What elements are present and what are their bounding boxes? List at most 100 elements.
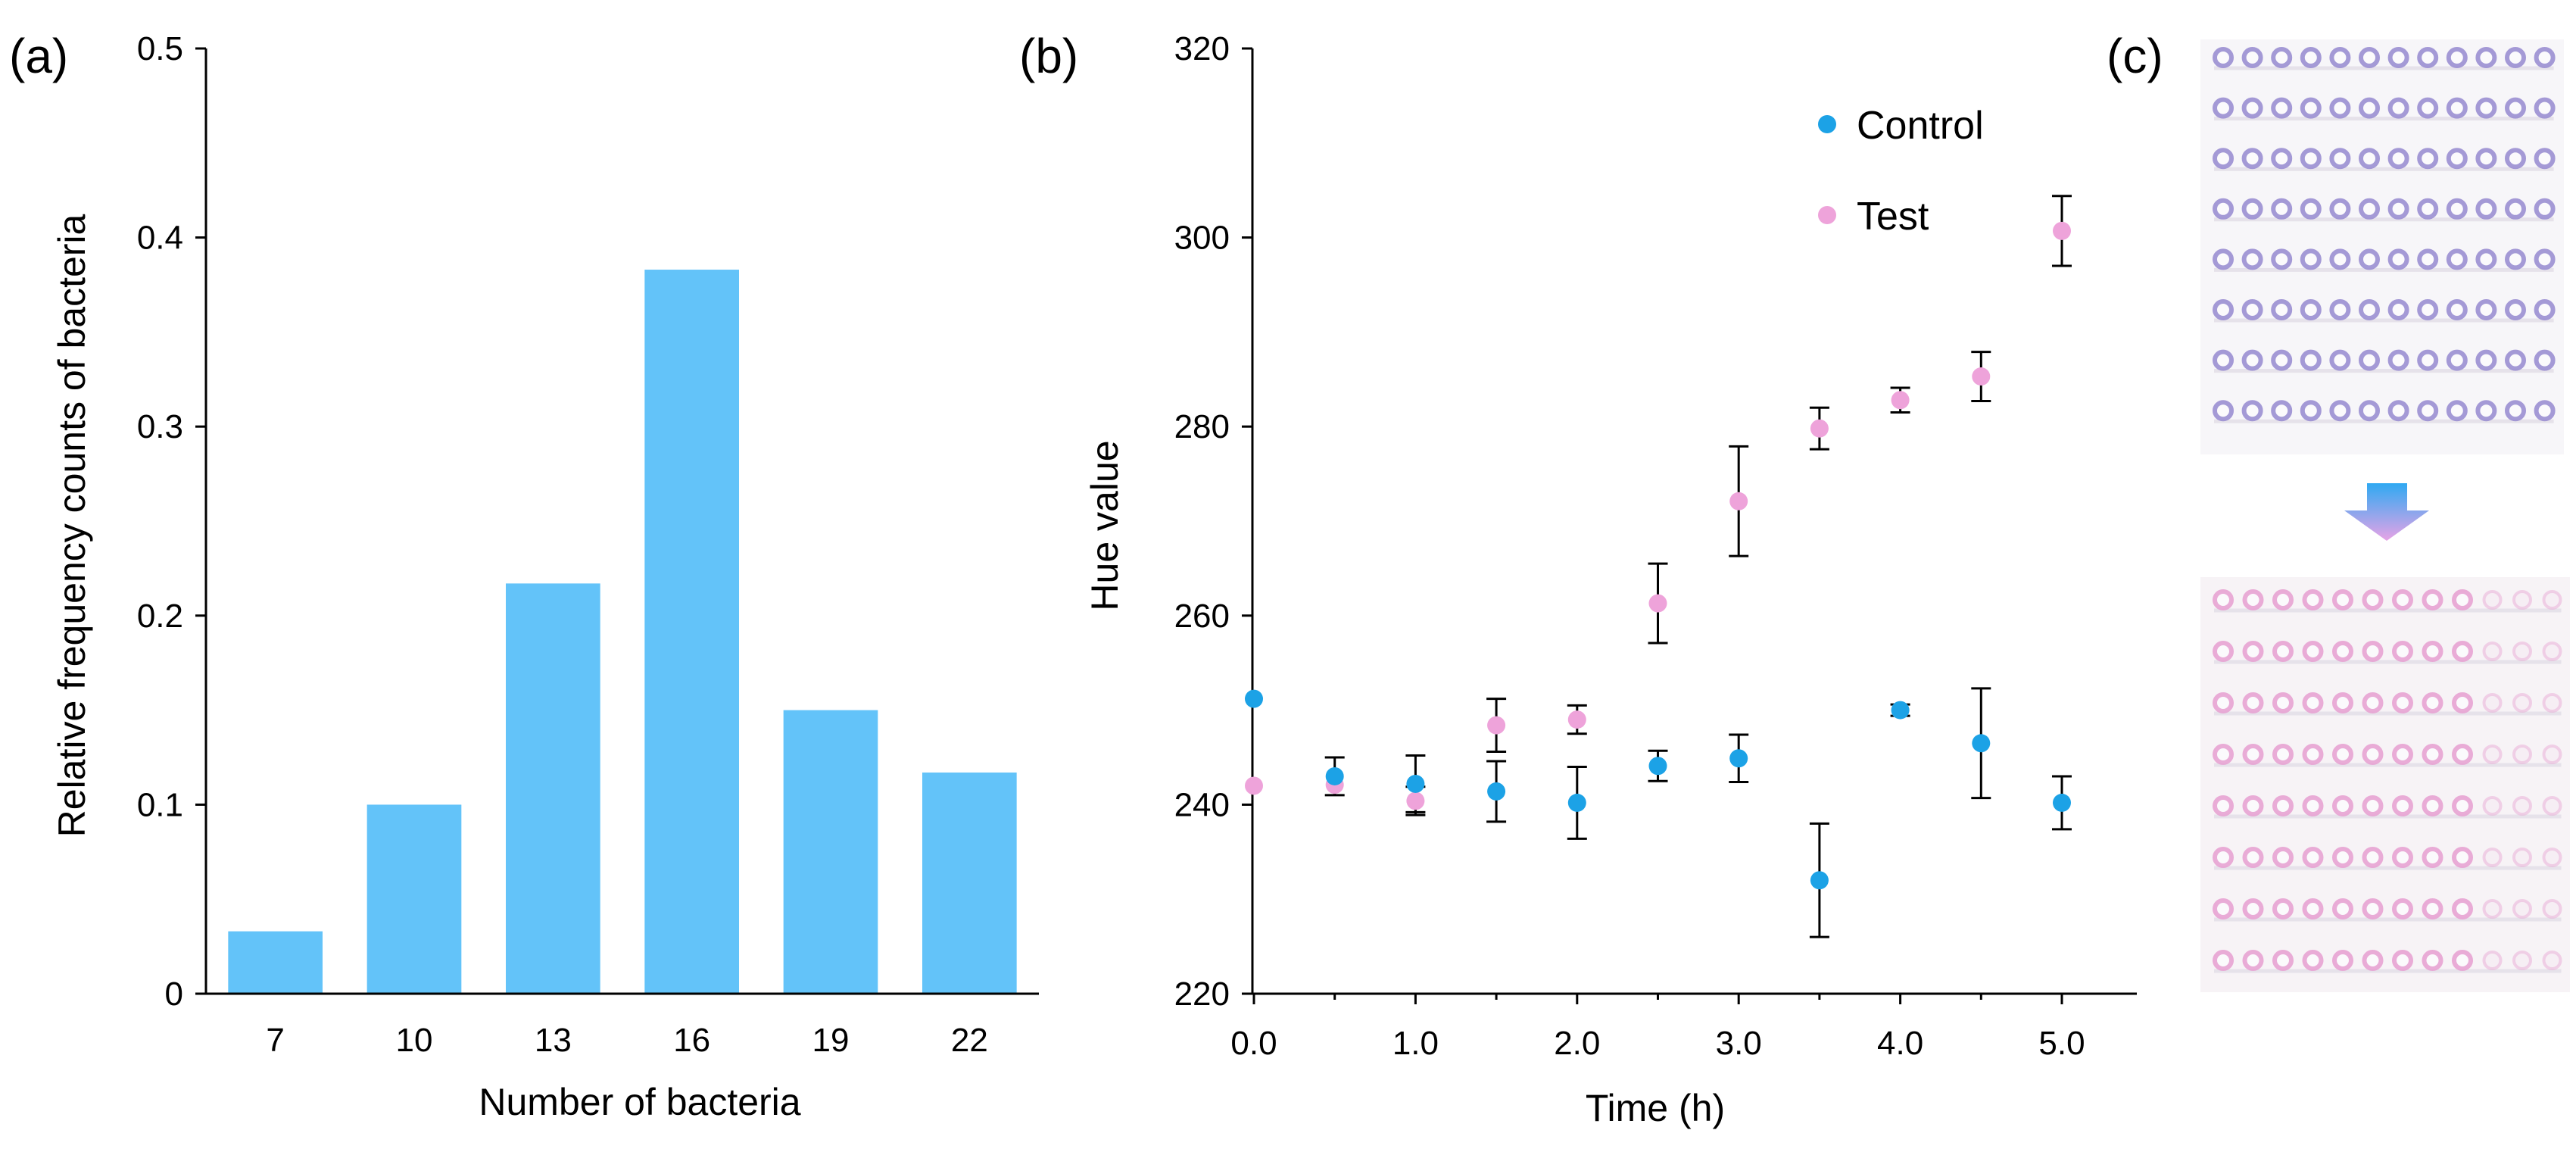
well [2359, 198, 2380, 220]
well [2446, 148, 2468, 170]
well [2446, 299, 2468, 320]
well [2359, 248, 2380, 270]
well [2242, 847, 2264, 868]
error-bars [1324, 195, 2072, 938]
well [2387, 97, 2409, 119]
well [2362, 795, 2384, 816]
well [2452, 898, 2473, 919]
well [2482, 796, 2503, 816]
well [2417, 400, 2439, 422]
well [2392, 692, 2413, 713]
y-tick-label: 320 [1174, 30, 1230, 67]
well [2242, 744, 2264, 765]
well [2300, 47, 2322, 68]
well [2542, 951, 2562, 970]
x-tick-label: 10 [396, 1022, 433, 1059]
bar [506, 583, 600, 994]
well [2422, 744, 2443, 765]
well [2422, 847, 2443, 868]
well [2452, 692, 2473, 713]
well [2213, 299, 2234, 320]
control-point [1487, 782, 1506, 801]
well [2512, 899, 2532, 919]
well [2242, 795, 2264, 816]
test-point [1406, 791, 1425, 810]
control-point [1245, 689, 1263, 708]
well [2271, 248, 2293, 270]
control-point [1810, 871, 1829, 890]
x-tick-label: 1.0 [1392, 1025, 1439, 1062]
well [2272, 795, 2294, 816]
well [2387, 299, 2409, 320]
test-point [1972, 367, 1991, 386]
well [2505, 400, 2526, 422]
well [2505, 248, 2526, 270]
well [2213, 744, 2234, 765]
well [2482, 848, 2503, 867]
well [2392, 641, 2413, 662]
well [2482, 745, 2503, 764]
well [2213, 47, 2234, 68]
well [2213, 795, 2234, 816]
well [2300, 248, 2322, 270]
legend-test-marker [1818, 206, 1836, 224]
well [2332, 795, 2353, 816]
well [2272, 641, 2294, 662]
well [2213, 847, 2234, 868]
well [2271, 97, 2293, 119]
well [2446, 349, 2468, 371]
well [2512, 642, 2532, 661]
bar-group [228, 270, 1017, 994]
x-axis-title-a: Number of bacteria [479, 1081, 800, 1123]
well [2392, 950, 2413, 971]
y-tick-label: 240 [1174, 786, 1230, 823]
well [2482, 951, 2503, 970]
well [2505, 97, 2526, 119]
y-axis-title-a: Relative frequency counts of bacteria [51, 214, 93, 837]
well [2302, 744, 2324, 765]
well [2534, 198, 2556, 220]
x-tick-label: 22 [951, 1022, 988, 1059]
test-point [1891, 391, 1910, 410]
well [2329, 47, 2351, 68]
well [2271, 299, 2293, 320]
well [2332, 744, 2353, 765]
well [2505, 47, 2526, 68]
x-tick-label: 3.0 [1716, 1025, 1762, 1062]
y-tick-label: 0.4 [137, 220, 183, 257]
well [2387, 47, 2409, 68]
bar [783, 710, 878, 994]
well [2332, 847, 2353, 868]
well [2329, 198, 2351, 220]
well [2392, 795, 2413, 816]
bar [922, 772, 1017, 994]
x-tick-label: 5.0 [2038, 1025, 2085, 1062]
well [2422, 589, 2443, 610]
well [2505, 349, 2526, 371]
well [2387, 248, 2409, 270]
well [2329, 349, 2351, 371]
x-tick-label: 2.0 [1554, 1025, 1600, 1062]
well [2534, 47, 2556, 68]
well [2542, 899, 2562, 919]
x-axis-title-b: Time (h) [1586, 1087, 1725, 1129]
well [2422, 898, 2443, 919]
well [2452, 744, 2473, 765]
well [2452, 641, 2473, 662]
well [2302, 950, 2324, 971]
well [2332, 641, 2353, 662]
well [2329, 299, 2351, 320]
bar [228, 931, 323, 994]
x-tick-label: 7 [266, 1022, 284, 1059]
well [2512, 590, 2532, 610]
x-tick-label: 19 [812, 1022, 850, 1059]
well [2332, 589, 2353, 610]
plate-photo-after [2200, 577, 2570, 992]
well [2359, 299, 2380, 320]
x-ticks: 7 10 13 16 19 22 [266, 1022, 987, 1059]
plate-photos [2200, 39, 2570, 992]
well [2452, 589, 2473, 610]
well [2302, 589, 2324, 610]
